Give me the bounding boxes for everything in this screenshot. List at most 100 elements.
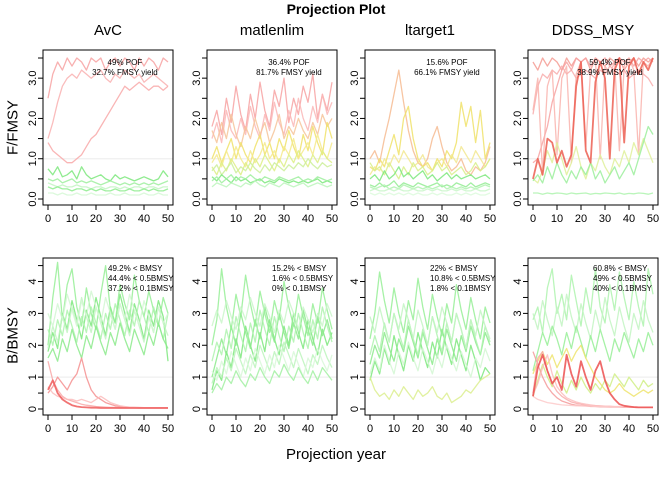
y-tick-label: 3 — [27, 310, 39, 316]
y-tick-label: 1 — [349, 374, 361, 380]
panel-annotation: 32.7% FMSY yield — [92, 68, 158, 77]
panel-annotation: 59.4% POF — [589, 58, 630, 67]
x-tick-label: 40 — [138, 423, 150, 435]
column-title-matlenlim: matlenlim — [239, 22, 305, 39]
x-tick-label: 50 — [484, 213, 496, 225]
trajectory-line — [532, 57, 654, 176]
x-tick-label: 0 — [530, 213, 536, 225]
x-tick-label: 20 — [412, 423, 424, 435]
panel-annotation: 22% < BMSY — [430, 264, 478, 273]
x-tick-label: 0 — [45, 213, 51, 225]
y-tick-label: 4 — [27, 278, 39, 284]
x-tick-label: 0 — [209, 213, 215, 225]
y-tick-label: 0 — [349, 406, 361, 412]
trajectory-line — [369, 166, 491, 182]
x-tick-label: 0 — [45, 423, 51, 435]
trajectory-line — [532, 293, 654, 343]
panel-annotation: 81.7% FMSY yield — [256, 68, 322, 77]
x-tick-label: 10 — [551, 213, 563, 225]
trajectory-line — [369, 325, 491, 366]
trajectory-line — [211, 174, 333, 184]
y-tick-label: 2.0 — [512, 111, 524, 126]
y-tick-label: 0 — [27, 406, 39, 412]
x-tick-label: 50 — [647, 423, 659, 435]
y-tick-label: 1 — [191, 374, 203, 380]
y-tick-label: 4 — [512, 278, 524, 284]
x-tick-label: 50 — [162, 213, 174, 225]
trajectory-line — [533, 192, 654, 195]
panel-annotation: 37.2% < 0.1BMSY — [108, 284, 174, 293]
panel-annotation: 10.8% < 0.5BMSY — [430, 274, 496, 283]
trajectory-line — [211, 158, 333, 176]
x-tick-label: 10 — [388, 213, 400, 225]
y-tick-label: 2 — [512, 342, 524, 348]
trajectory-line — [211, 268, 333, 346]
x-tick-label: 30 — [599, 213, 611, 225]
x-tick-label: 40 — [460, 423, 472, 435]
y-tick-label: 1.0 — [349, 151, 361, 166]
trajectory-line — [532, 57, 654, 164]
x-tick-label: 30 — [114, 423, 126, 435]
y-tick-label: 0.0 — [27, 191, 39, 206]
trajectory-line — [369, 158, 491, 180]
trajectory-line — [47, 186, 169, 192]
y-tick-label: 0.0 — [191, 191, 203, 206]
x-tick-label: 50 — [162, 423, 174, 435]
x-tick-label: 0 — [530, 423, 536, 435]
y-tick-label: 2 — [191, 342, 203, 348]
y-tick-label: 3.0 — [191, 71, 203, 86]
y-tick-label: 0.0 — [349, 191, 361, 206]
trajectory-line — [47, 322, 169, 362]
trajectory-line — [211, 121, 333, 164]
trajectory-line — [532, 268, 654, 334]
trajectory-line — [47, 296, 169, 349]
y-tick-label: 0 — [191, 406, 203, 412]
x-tick-label: 40 — [138, 213, 150, 225]
y-tick-label: 3.0 — [349, 71, 361, 86]
panel-annotation: 38.9% FMSY yield — [577, 68, 643, 77]
x-tick-label: 0 — [367, 423, 373, 435]
trajectory-line — [369, 69, 491, 176]
trajectory-line — [47, 178, 169, 186]
trajectory-line — [211, 113, 333, 148]
trajectory-line — [47, 166, 169, 182]
panel-annotation: 1.6% < 0.5BMSY — [272, 274, 334, 283]
x-tick-label: 20 — [412, 213, 424, 225]
trajectory-line — [369, 192, 491, 196]
trajectory-line — [211, 180, 333, 188]
x-tick-label: 40 — [302, 213, 314, 225]
trajectory-line — [47, 69, 169, 139]
x-tick-label: 50 — [326, 213, 338, 225]
trajectory-line — [47, 386, 168, 409]
x-tick-label: 10 — [66, 423, 78, 435]
panel-annotation: 66.1% FMSY yield — [414, 68, 480, 77]
trajectory-line — [48, 192, 168, 196]
y-tick-label: 1.0 — [191, 151, 203, 166]
y-tick-label: 2 — [349, 342, 361, 348]
trajectory-line — [532, 125, 654, 184]
plot-box — [42, 257, 174, 416]
panel-annotation: 0% < 0.1BMSY — [272, 284, 327, 293]
x-tick-label: 40 — [460, 213, 472, 225]
y-tick-label: 2 — [27, 342, 39, 348]
trajectory-line — [211, 93, 333, 144]
column-title-avc: AvC — [93, 22, 123, 39]
x-tick-label: 0 — [367, 213, 373, 225]
trajectory-line — [211, 306, 333, 362]
page-title: Projection Plot — [286, 1, 386, 17]
y-tick-label: 1 — [27, 374, 39, 380]
trajectory-line — [532, 325, 654, 371]
trajectory-line — [369, 180, 491, 188]
x-tick-label: 20 — [254, 213, 266, 225]
trajectory-line — [532, 65, 654, 115]
column-title-ltarget1: ltarget1 — [404, 22, 456, 39]
y-tick-label: 0.0 — [512, 191, 524, 206]
x-tick-label: 50 — [326, 423, 338, 435]
y-tick-label: 1.0 — [512, 151, 524, 166]
trajectory-line — [532, 344, 654, 397]
plot-box — [206, 49, 338, 206]
